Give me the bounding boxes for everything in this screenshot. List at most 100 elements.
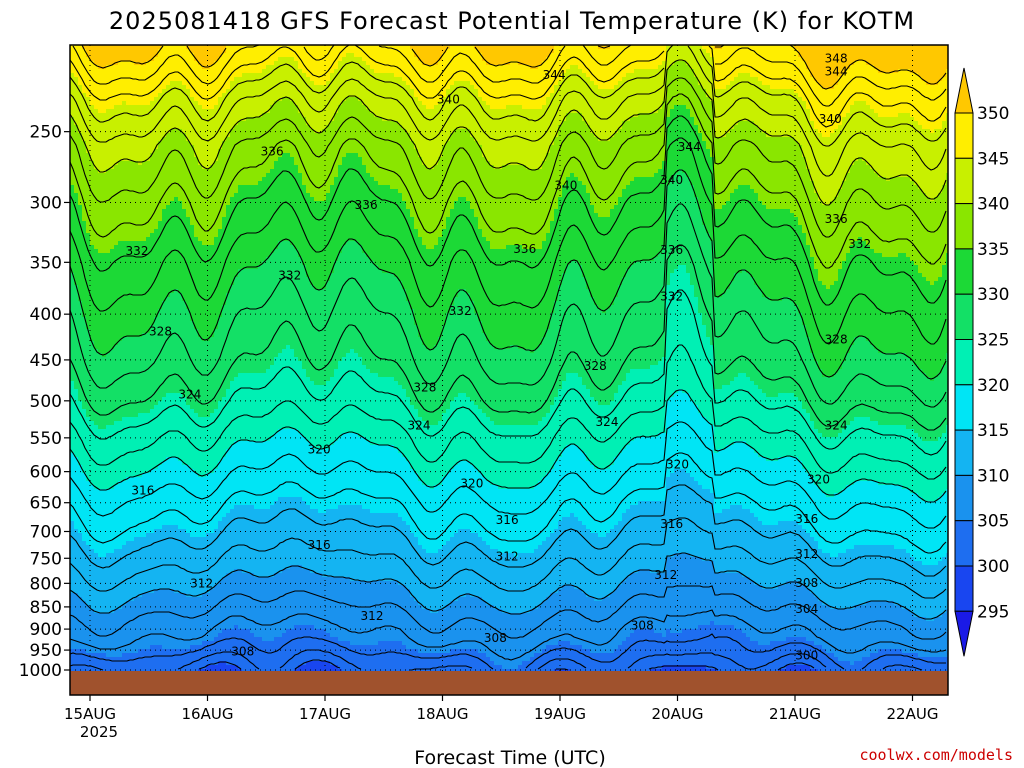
field-cell — [250, 93, 255, 98]
field-cell — [578, 101, 583, 106]
field-cell — [498, 61, 503, 66]
field-cell — [450, 89, 455, 94]
field-cell — [526, 121, 531, 126]
field-cell — [686, 61, 691, 66]
field-cell — [810, 53, 815, 58]
field-cell — [394, 101, 399, 106]
field-cell — [238, 105, 243, 110]
field-cell — [286, 93, 291, 98]
field-cell — [110, 53, 115, 58]
field-cell — [814, 77, 819, 82]
field-cell — [830, 45, 835, 50]
field-cell — [362, 57, 367, 62]
field-cell — [210, 81, 215, 86]
field-cell — [678, 89, 683, 94]
field-cell — [338, 133, 343, 138]
field-cell — [350, 81, 355, 86]
field-cell — [310, 125, 315, 130]
field-cell — [526, 125, 531, 130]
field-cell — [626, 49, 631, 54]
field-cell — [414, 113, 419, 118]
field-cell — [806, 81, 811, 86]
field-cell — [82, 45, 87, 50]
field-cell — [914, 121, 919, 126]
field-cell — [902, 49, 907, 54]
field-cell — [482, 69, 487, 74]
field-cell — [186, 109, 191, 114]
field-cell — [610, 121, 615, 126]
field-cell — [594, 53, 599, 58]
field-cell — [258, 65, 263, 70]
field-cell — [850, 57, 855, 62]
field-cell — [710, 81, 715, 86]
field-cell — [918, 97, 923, 102]
field-cell — [178, 133, 183, 138]
field-cell — [138, 113, 143, 118]
field-cell — [842, 77, 847, 82]
field-cell — [602, 53, 607, 58]
field-cell — [698, 85, 703, 90]
field-cell — [606, 69, 611, 74]
field-cell — [702, 77, 707, 82]
field-cell — [874, 105, 879, 110]
field-cell — [642, 109, 647, 114]
field-cell — [70, 105, 75, 110]
field-cell — [322, 49, 327, 54]
field-cell — [394, 121, 399, 126]
field-cell — [182, 93, 187, 98]
field-cell — [874, 57, 879, 62]
field-cell — [406, 73, 411, 78]
field-cell — [338, 109, 343, 114]
field-cell — [466, 49, 471, 54]
field-cell — [202, 69, 207, 74]
field-cell — [870, 65, 875, 70]
field-cell — [510, 61, 515, 66]
field-cell — [338, 77, 343, 82]
field-cell — [914, 101, 919, 106]
field-cell — [686, 69, 691, 74]
field-cell — [938, 45, 943, 50]
field-cell — [162, 73, 167, 78]
field-cell — [342, 53, 347, 58]
field-cell — [606, 89, 611, 94]
field-cell — [814, 57, 819, 62]
field-cell — [742, 125, 747, 130]
field-cell — [594, 125, 599, 130]
field-cell — [410, 45, 415, 50]
field-cell — [310, 53, 315, 58]
field-cell — [878, 97, 883, 102]
field-cell — [498, 85, 503, 90]
field-cell — [174, 117, 179, 122]
field-cell — [766, 97, 771, 102]
field-cell — [618, 109, 623, 114]
field-cell — [266, 61, 271, 66]
field-cell — [546, 81, 551, 86]
field-cell — [946, 81, 948, 86]
field-cell — [450, 73, 455, 78]
field-cell — [458, 89, 463, 94]
field-cell — [534, 105, 539, 110]
field-cell — [570, 77, 575, 82]
field-cell — [410, 49, 415, 54]
field-cell — [94, 53, 99, 58]
field-cell — [594, 49, 599, 54]
field-cell — [862, 61, 867, 66]
field-cell — [390, 81, 395, 86]
field-cell — [194, 85, 199, 90]
field-cell — [90, 129, 95, 134]
field-cell — [402, 85, 407, 90]
field-cell — [826, 65, 831, 70]
field-cell — [506, 113, 511, 118]
field-cell — [322, 109, 327, 114]
field-cell — [822, 117, 827, 122]
field-cell — [486, 89, 491, 94]
field-cell — [826, 45, 831, 50]
field-cell — [842, 129, 847, 134]
field-cell — [746, 69, 751, 74]
field-cell — [530, 105, 535, 110]
field-cell — [614, 61, 619, 66]
field-cell — [554, 121, 559, 126]
field-cell — [122, 109, 127, 114]
field-cell — [762, 53, 767, 58]
field-cell — [302, 57, 307, 62]
